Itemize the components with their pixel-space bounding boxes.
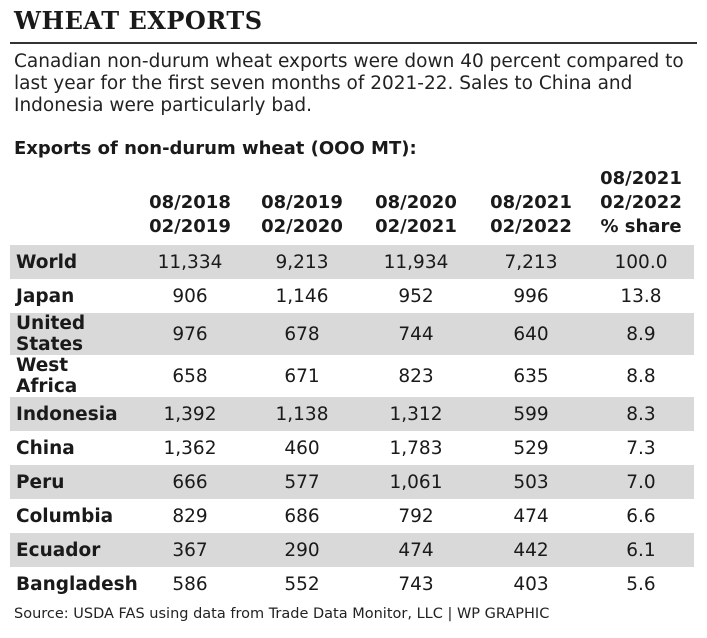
table-row: West Africa 658 671 823 635 8.8 <box>10 355 694 397</box>
table-cell: 552 <box>284 573 320 595</box>
table-cell: 1,783 <box>389 437 443 459</box>
row-label: China <box>16 437 75 459</box>
table-cell: 829 <box>172 505 208 527</box>
table-row: Japan 906 1,146 952 996 13.8 <box>10 279 694 313</box>
table-cell: 671 <box>284 365 320 387</box>
table-cell: 743 <box>398 573 434 595</box>
row-label: Ecuador <box>10 533 134 567</box>
table-cell: 11,334 <box>134 245 246 279</box>
table-cell: 1,362 <box>163 437 217 459</box>
table-cell: 640 <box>474 313 588 355</box>
table-row: Columbia 829 686 792 474 6.6 <box>10 499 694 533</box>
table-cell: 11,934 <box>358 245 474 279</box>
table-cell: 6.1 <box>588 533 694 567</box>
table-cell: 1,061 <box>358 465 474 499</box>
table-cell: 996 <box>513 285 549 307</box>
row-label: Japan <box>16 285 75 307</box>
table-cell: 7.3 <box>626 437 656 459</box>
table-cell: 367 <box>134 533 246 567</box>
header-2019-20: 08/2019 02/2020 <box>261 192 343 237</box>
table-cell: 8.3 <box>588 397 694 431</box>
exports-table: 08/2018 02/2019 08/2019 02/2020 08/2020 02/… <box>10 167 694 601</box>
table-row: United States 976 678 744 640 8.9 <box>10 313 694 355</box>
table-cell: 6.6 <box>626 505 656 527</box>
table-cell: 529 <box>513 437 549 459</box>
header-region <box>10 167 134 245</box>
header-2018-19: 08/2018 02/2019 <box>149 192 231 237</box>
table-row: World 11,334 9,213 11,934 7,213 100.0 <box>10 245 694 279</box>
table-cell: 7.0 <box>588 465 694 499</box>
table-cell: 906 <box>172 285 208 307</box>
table-cell: 290 <box>246 533 358 567</box>
table-cell: 503 <box>474 465 588 499</box>
table-cell: 792 <box>398 505 434 527</box>
row-label: United States <box>10 313 134 355</box>
table-cell: 635 <box>513 365 549 387</box>
table-cell: 100.0 <box>588 245 694 279</box>
table-cell: 13.8 <box>620 285 662 307</box>
row-label: World <box>10 245 134 279</box>
table-cell: 658 <box>172 365 208 387</box>
table-cell: 5.6 <box>626 573 656 595</box>
table-cell: 7,213 <box>474 245 588 279</box>
table-cell: 678 <box>246 313 358 355</box>
table-cell: 599 <box>474 397 588 431</box>
table-row: Indonesia 1,392 1,138 1,312 599 8.3 <box>10 397 694 431</box>
table-row: Ecuador 367 290 474 442 6.1 <box>10 533 694 567</box>
row-label: Bangladesh <box>16 573 138 595</box>
table-cell: 460 <box>284 437 320 459</box>
table-row: China 1,362 460 1,783 529 7.3 <box>10 431 694 465</box>
title-divider <box>10 42 697 44</box>
table-cell: 1,392 <box>134 397 246 431</box>
table-cell: 9,213 <box>246 245 358 279</box>
table-cell: 976 <box>134 313 246 355</box>
header-2020-21: 08/2020 02/2021 <box>375 192 457 237</box>
row-label: West Africa <box>16 355 78 397</box>
table-cell: 823 <box>398 365 434 387</box>
table-cell: 952 <box>398 285 434 307</box>
table-cell: 666 <box>134 465 246 499</box>
table-cell: 1,312 <box>358 397 474 431</box>
table-cell: 744 <box>358 313 474 355</box>
table-cell: 474 <box>513 505 549 527</box>
table-body: World 11,334 9,213 11,934 7,213 100.0 Japan 906… <box>10 245 694 601</box>
table-row: Bangladesh 586 552 743 403 5.6 <box>10 567 694 601</box>
table-cell: 8.9 <box>588 313 694 355</box>
table-cell: 474 <box>358 533 474 567</box>
table-cell: 586 <box>172 573 208 595</box>
table-row: Peru 666 577 1,061 503 7.0 <box>10 465 694 499</box>
header-share: 08/2021 02/2022% share <box>600 168 682 237</box>
header-row: 08/2018 02/2019 08/2019 02/2020 08/2020 02/… <box>10 167 694 245</box>
page-title: WHEAT EXPORTS <box>14 6 263 35</box>
description: Canadian non-durum wheat exports were do… <box>14 51 684 116</box>
table-cell: 1,146 <box>275 285 329 307</box>
header-2021-22: 08/2021 02/2022 <box>490 192 572 237</box>
row-label: Columbia <box>16 505 114 527</box>
source-note: Source: USDA FAS using data from Trade D… <box>14 606 550 622</box>
table-cell: 442 <box>474 533 588 567</box>
table-cell: 8.8 <box>626 365 656 387</box>
row-label: Indonesia <box>10 397 134 431</box>
table-cell: 1,138 <box>246 397 358 431</box>
table-cell: 403 <box>513 573 549 595</box>
table-subtitle: Exports of non-durum wheat (OOO MT): <box>14 138 417 159</box>
table-cell: 686 <box>284 505 320 527</box>
row-label: Peru <box>10 465 134 499</box>
table-cell: 577 <box>246 465 358 499</box>
